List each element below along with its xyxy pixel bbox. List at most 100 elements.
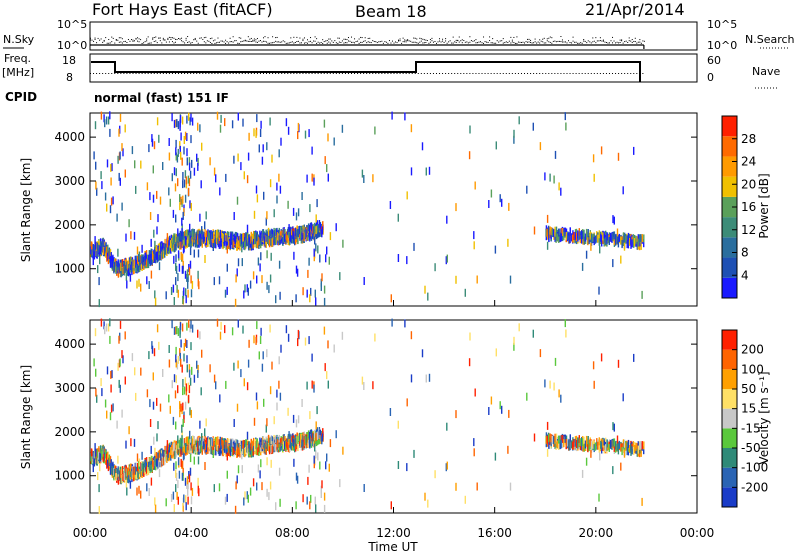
echo-cell bbox=[175, 472, 178, 481]
echo-cell bbox=[121, 466, 124, 475]
echo-cell bbox=[131, 471, 134, 480]
echo-cell bbox=[191, 117, 194, 126]
noise-point bbox=[489, 40, 491, 42]
noise-point bbox=[344, 38, 346, 40]
echo-cell bbox=[199, 331, 201, 340]
echo-cell bbox=[446, 254, 448, 263]
echo-cell bbox=[201, 349, 203, 358]
nave-point bbox=[247, 73, 249, 74]
noise-point bbox=[316, 38, 318, 40]
noise-point bbox=[551, 42, 553, 44]
echo-cell bbox=[231, 327, 234, 336]
echo-cell bbox=[195, 233, 197, 242]
echo-cell bbox=[244, 242, 246, 251]
echo-cell bbox=[148, 144, 150, 153]
echo-cell bbox=[179, 115, 182, 124]
echo-cell bbox=[100, 111, 103, 120]
noise-point bbox=[574, 41, 576, 43]
echo-cell bbox=[236, 475, 238, 484]
noise-point bbox=[637, 41, 639, 43]
echo-cell bbox=[567, 438, 569, 447]
echo-cell bbox=[555, 226, 558, 235]
echo-cell bbox=[599, 245, 601, 254]
echo-cell bbox=[554, 226, 556, 235]
echo-cell bbox=[115, 473, 117, 481]
colorbar-segment bbox=[722, 389, 737, 409]
echo-cell bbox=[267, 227, 270, 236]
echo-cell bbox=[151, 341, 153, 350]
echo-cell bbox=[548, 440, 550, 449]
echo-cell bbox=[96, 187, 98, 196]
echo-cell bbox=[464, 495, 466, 504]
echo-cell bbox=[189, 247, 192, 256]
echo-cell bbox=[189, 238, 191, 247]
echo-cell bbox=[175, 147, 177, 156]
echo-cell bbox=[270, 445, 272, 453]
echo-cell bbox=[231, 231, 234, 240]
noise-point bbox=[232, 36, 234, 38]
echo-cell bbox=[175, 214, 177, 223]
echo-cell bbox=[237, 319, 239, 328]
echo-cell bbox=[273, 438, 275, 447]
echo-cell bbox=[643, 234, 645, 243]
nave-point bbox=[159, 73, 161, 74]
echo-cell bbox=[596, 234, 598, 243]
echo-cell bbox=[280, 344, 282, 353]
nave-point bbox=[469, 73, 471, 74]
nave-point bbox=[581, 73, 583, 74]
nave-point bbox=[138, 73, 140, 74]
echo-cell bbox=[146, 276, 148, 285]
echo-cell bbox=[278, 434, 280, 443]
echo-cell bbox=[554, 433, 556, 442]
nave-point bbox=[630, 73, 632, 74]
echo-cell bbox=[170, 494, 173, 502]
echo-cell bbox=[602, 439, 604, 448]
freq-label: Freq. bbox=[4, 52, 31, 65]
echo-cell bbox=[186, 115, 188, 124]
echo-cell bbox=[140, 262, 142, 271]
echo-cell bbox=[133, 259, 135, 268]
nave-point bbox=[171, 73, 173, 74]
echo-cell bbox=[190, 235, 192, 244]
echo-cell bbox=[208, 232, 210, 241]
echo-cell bbox=[269, 324, 271, 333]
echo-cell bbox=[121, 409, 123, 418]
noise-point bbox=[583, 39, 585, 41]
echo-cell bbox=[156, 458, 158, 467]
echo-cell bbox=[308, 431, 311, 440]
echo-cell bbox=[473, 241, 475, 250]
echo-cell bbox=[210, 437, 212, 446]
nave-point bbox=[332, 73, 334, 74]
echo-cell bbox=[224, 325, 226, 334]
echo-cell bbox=[593, 237, 595, 246]
echo-cell bbox=[106, 410, 108, 419]
noise-point bbox=[343, 38, 345, 40]
echo-cell bbox=[206, 230, 208, 239]
echo-cell bbox=[212, 438, 214, 446]
noise-tick-top-right: 10^5 bbox=[707, 18, 737, 31]
echo-cell bbox=[214, 229, 217, 238]
noise-point bbox=[555, 41, 557, 43]
echo-cell bbox=[266, 211, 268, 220]
noise-point bbox=[285, 42, 287, 44]
echo-cell bbox=[181, 253, 184, 262]
noise-point bbox=[231, 41, 233, 43]
echo-cell bbox=[313, 460, 315, 469]
echo-cell bbox=[151, 138, 154, 147]
noise-point bbox=[634, 41, 636, 43]
echo-cell bbox=[279, 392, 282, 401]
echo-cell bbox=[266, 488, 268, 497]
echo-cell bbox=[640, 448, 642, 457]
noise-point bbox=[196, 40, 198, 42]
echo-cell bbox=[154, 504, 157, 513]
echo-cell bbox=[100, 318, 103, 327]
echo-cell bbox=[98, 299, 100, 308]
echo-cell bbox=[295, 501, 297, 510]
noise-point bbox=[598, 40, 600, 42]
echo-cell bbox=[212, 243, 214, 251]
echo-cell bbox=[218, 235, 220, 244]
echo-cell bbox=[579, 438, 581, 447]
echo-cell bbox=[152, 401, 155, 410]
noise-point bbox=[595, 37, 597, 39]
echo-cell bbox=[608, 444, 610, 452]
